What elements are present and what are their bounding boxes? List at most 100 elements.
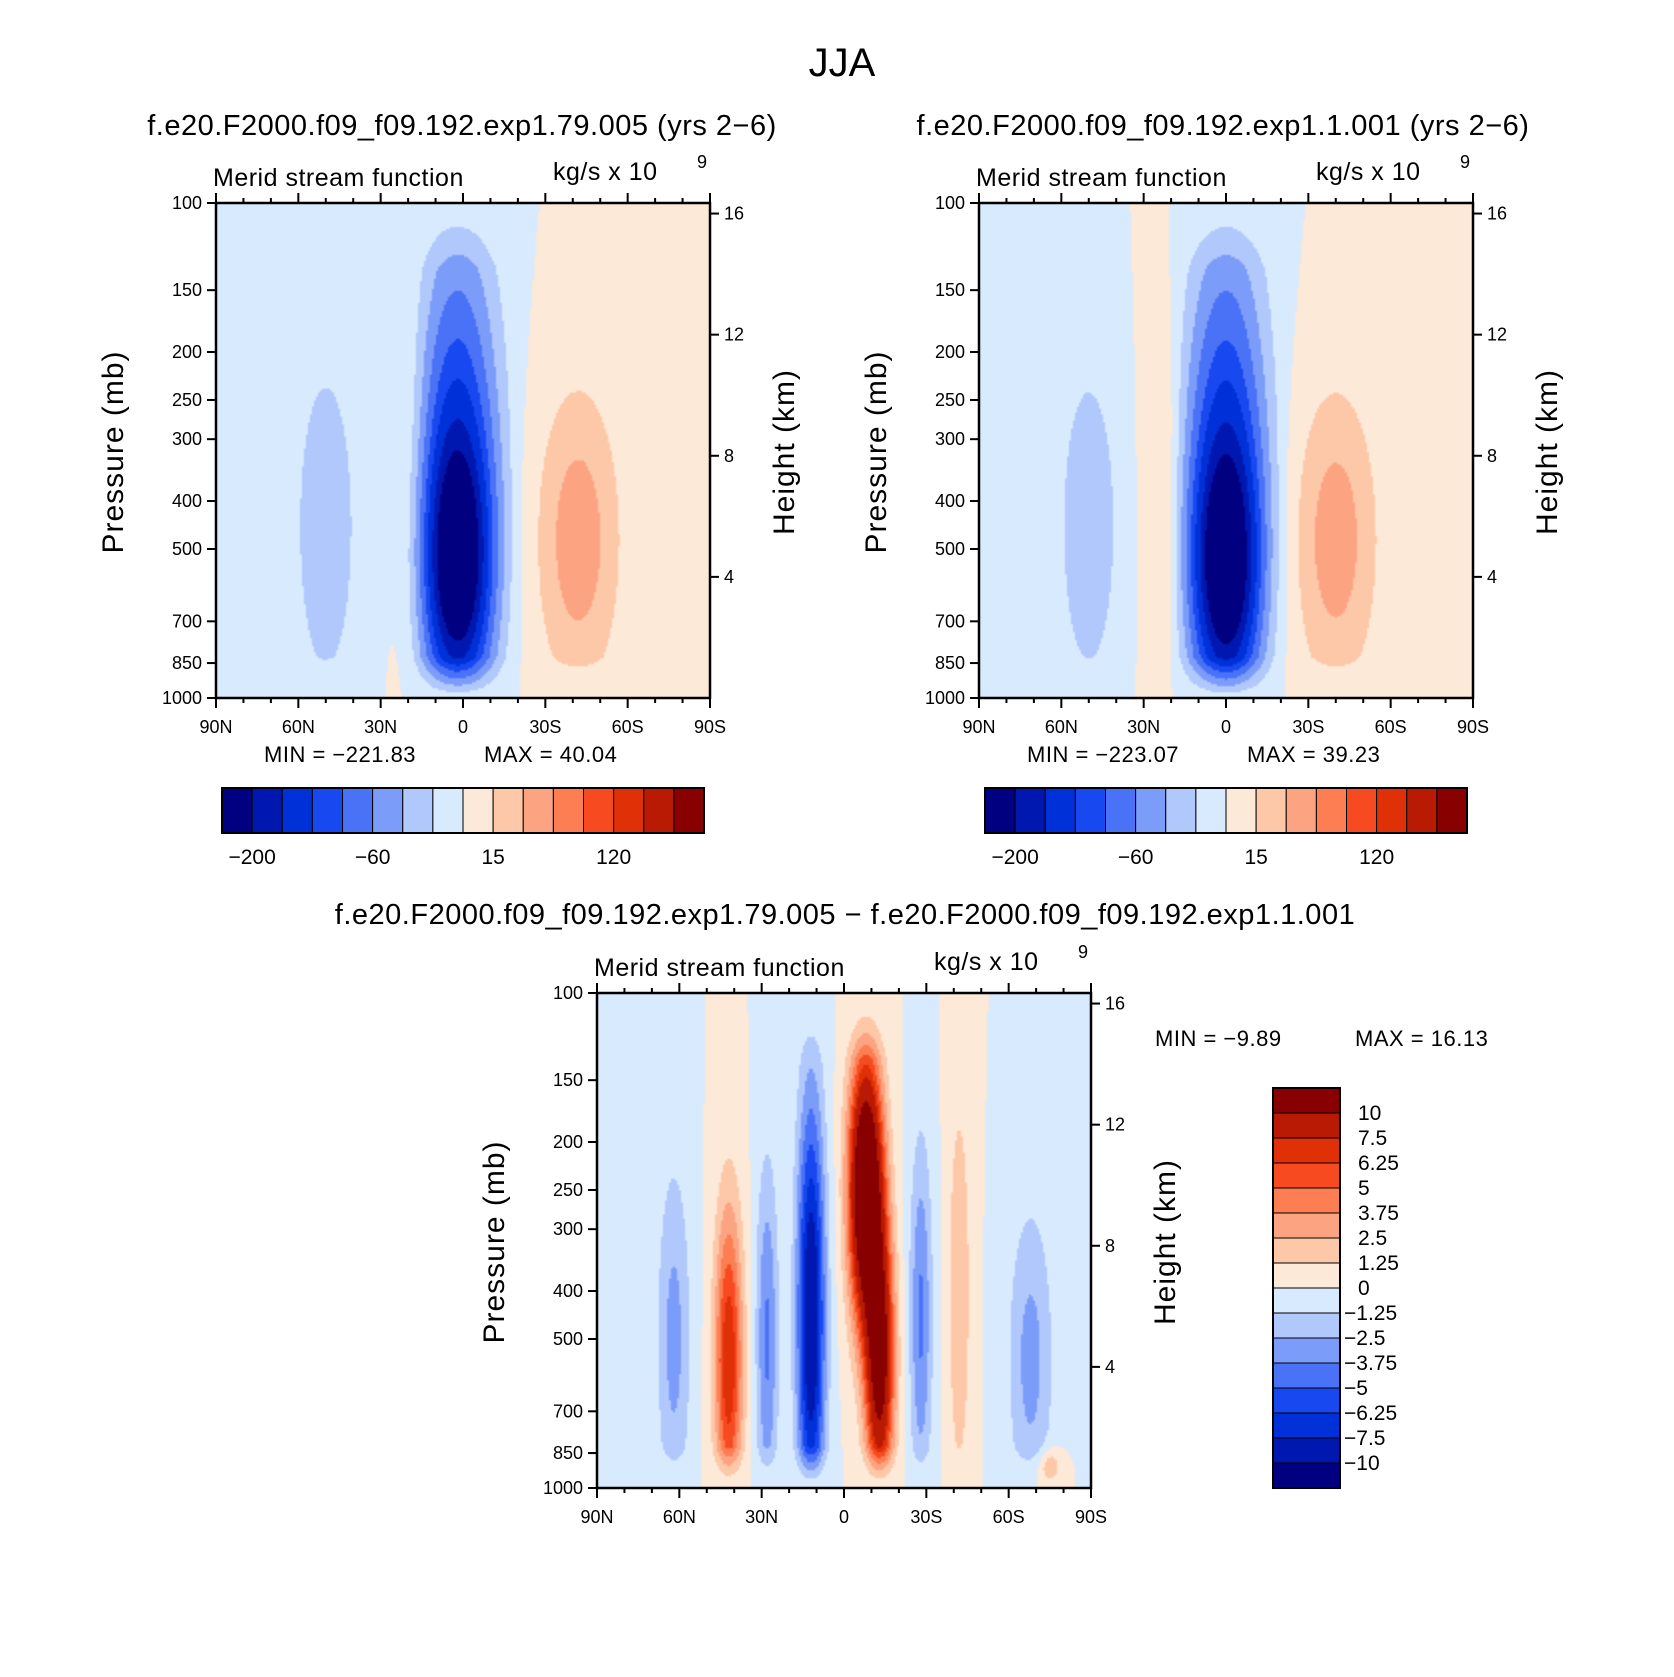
- panel-2-field: [979, 203, 1473, 698]
- panel-1-colorbar-label: −200: [228, 846, 275, 869]
- panels: 100150200250300400500700850100016128490N…: [162, 193, 1507, 1527]
- panel-2: 100150200250300400500700850100016128490N…: [925, 193, 1507, 869]
- panel-2-colorbar-label: 15: [1244, 846, 1267, 869]
- panel-1-ytick-label: 150: [172, 280, 202, 300]
- panel-2-ytick-label: 200: [935, 342, 965, 362]
- panel-3-colorbar-label: 2.5: [1358, 1227, 1387, 1250]
- panel-1-ytick-label: 200: [172, 342, 202, 362]
- panel-3-title: f.e20.F2000.f09_f09.192.exp1.79.005 − f.…: [335, 899, 1355, 931]
- panel-1-ytick-label: 300: [172, 429, 202, 449]
- panel-2-min: MIN = −223.07: [1027, 742, 1179, 767]
- panel-3-subtitle-exp: 9: [1078, 942, 1088, 962]
- panel-1-xtick-label: 90S: [694, 717, 726, 737]
- panel-2-xtick-label: 60N: [1045, 717, 1078, 737]
- panel-2-colorbar-box: [1044, 787, 1076, 834]
- panel-3-colorbar-label: 7.5: [1358, 1127, 1387, 1150]
- panel-3-xtick-label: 90S: [1075, 1507, 1107, 1527]
- panel-3-colorbar-frame: [1272, 1087, 1341, 1489]
- panel-2-colorbar-box: [1406, 787, 1438, 834]
- panel-3-ylabel: Pressure (mb): [478, 1140, 511, 1343]
- panel-2-ytick-label: 400: [935, 491, 965, 511]
- panel-1-ytick-label: 500: [172, 539, 202, 559]
- panel-3-colorbar-label: −1.25: [1344, 1302, 1397, 1325]
- panel-2-colorbar-box: [1195, 787, 1227, 834]
- panel-2-y2tick-label: 4: [1487, 567, 1497, 587]
- panel-1-ytick-label: 1000: [162, 688, 202, 708]
- panel-3-ytick-label: 200: [553, 1132, 583, 1152]
- panel-3-colorbar-label: 5: [1358, 1177, 1370, 1200]
- panel-1-colorbar-label: −60: [355, 846, 391, 869]
- panel-2-ylabel: Pressure (mb): [860, 350, 893, 553]
- panel-1-colorbar-box: [643, 787, 675, 834]
- panel-2-ytick-label: 250: [935, 390, 965, 410]
- panel-2-colorbar-box: [984, 787, 1016, 834]
- panel-1-colorbar-box: [311, 787, 343, 834]
- panel-2-colorbar-label: −200: [991, 846, 1038, 869]
- panel-1-colorbar-box: [281, 787, 313, 834]
- panel-3-colorbar-label: 3.75: [1358, 1202, 1399, 1225]
- panel-2-colorbar-box: [1285, 787, 1317, 834]
- panel-1-colorbar-box: [372, 787, 404, 834]
- panel-3-colorbar-label: −3.75: [1344, 1352, 1397, 1375]
- panel-3-y2tick-label: 12: [1105, 1115, 1125, 1135]
- panel-1-ytick-label: 100: [172, 193, 202, 213]
- panel-1-colorbar-box: [402, 787, 434, 834]
- panel-3-colorbar-box: [1272, 1337, 1341, 1364]
- panel-2-ytick-label: 150: [935, 280, 965, 300]
- panel-3-colorbar-label: −6.25: [1344, 1402, 1397, 1425]
- panel-3-xtick-label: 60N: [663, 1507, 696, 1527]
- panel-3-colorbar-box: [1272, 1137, 1341, 1164]
- panel-2-subtitle-left: Merid stream function: [976, 164, 1227, 192]
- panel-2-xtick-label: 60S: [1375, 717, 1407, 737]
- panel-1-colorbar-label: 15: [481, 846, 504, 869]
- panel-3-y2tick-label: 8: [1105, 1236, 1115, 1256]
- panel-3-y2label: Height (km): [1149, 1159, 1182, 1325]
- panel-1-ytick-label: 250: [172, 390, 202, 410]
- panel-2-y2tick-label: 8: [1487, 446, 1497, 466]
- panel-1-y2tick-label: 16: [724, 204, 744, 224]
- panel-3-colorbar-box: [1272, 1212, 1341, 1239]
- panel-3-colorbar-box: [1272, 1387, 1341, 1414]
- panel-3-colorbar-label: 10: [1358, 1102, 1381, 1125]
- panel-3-ytick-label: 700: [553, 1401, 583, 1421]
- panel-1-colorbar-box: [492, 787, 524, 834]
- panel-2-xtick-label: 0: [1221, 717, 1231, 737]
- panel-1-ytick-label: 850: [172, 653, 202, 673]
- panel-3-xtick-label: 30S: [910, 1507, 942, 1527]
- panel-3-ytick-label: 250: [553, 1180, 583, 1200]
- panel-2-colorbar-box: [1074, 787, 1106, 834]
- panel-2-title: f.e20.F2000.f09_f09.192.exp1.1.001 (yrs …: [917, 110, 1530, 142]
- panel-3-xtick-label: 0: [839, 1507, 849, 1527]
- panel-1-colorbar-box: [251, 787, 283, 834]
- panel-3-ytick-label: 400: [553, 1281, 583, 1301]
- panel-2-colorbar-box: [1165, 787, 1197, 834]
- panel-2-colorbar-box: [1225, 787, 1257, 834]
- panel-3-xtick-label: 30N: [745, 1507, 778, 1527]
- panel-1-max: MAX = 40.04: [484, 742, 617, 767]
- panel-1-field: [216, 203, 710, 698]
- panel-3-colorbar-label: −10: [1344, 1452, 1380, 1475]
- panel-2-max: MAX = 39.23: [1247, 742, 1380, 767]
- panel-1-colorbar-label: 120: [596, 846, 631, 869]
- panel-1-colorbar-box: [522, 787, 554, 834]
- panel-3-colorbar-box: [1272, 1162, 1341, 1189]
- panel-3-colorbar-label: 1.25: [1358, 1252, 1399, 1275]
- panel-3-colorbar-label: −7.5: [1344, 1427, 1385, 1450]
- panel-3-colorbar-label: −2.5: [1344, 1327, 1385, 1350]
- panel-1-xtick-label: 30N: [364, 717, 397, 737]
- panel-1: 100150200250300400500700850100016128490N…: [162, 193, 744, 869]
- panel-2-colorbar-box: [1135, 787, 1167, 834]
- panel-3-colorbar-label: 6.25: [1358, 1152, 1399, 1175]
- panel-2-xtick-label: 90N: [962, 717, 995, 737]
- panel-1-subtitle-right: kg/s x 10: [553, 158, 658, 186]
- panel-3-min: MIN = −9.89: [1155, 1026, 1282, 1051]
- panel-1-xtick-label: 0: [458, 717, 468, 737]
- panel-3: 100150200250300400500700850100016128490N…: [543, 983, 1399, 1527]
- panel-3-ytick-label: 150: [553, 1070, 583, 1090]
- panel-1-labels: f.e20.F2000.f09_f09.192.exp1.79.005 (yrs…: [97, 110, 801, 767]
- panel-3-colorbar-box: [1272, 1462, 1341, 1489]
- panel-2-colorbar-frame: [984, 787, 1468, 834]
- panel-2-xtick-label: 30N: [1127, 717, 1160, 737]
- panel-2-ytick-label: 1000: [925, 688, 965, 708]
